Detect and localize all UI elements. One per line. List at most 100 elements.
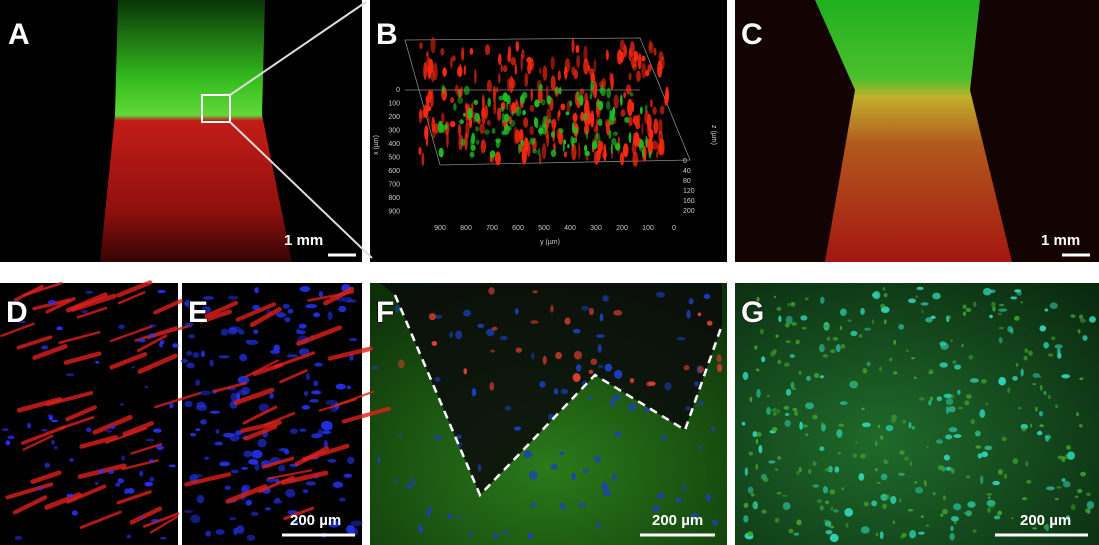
y-tick-label: 900 <box>434 225 446 232</box>
texture-blob <box>500 64 503 73</box>
texture-blob <box>829 533 839 543</box>
texture-blob <box>759 328 764 335</box>
texture-blob <box>542 115 549 120</box>
texture-blob <box>230 392 239 402</box>
texture-blob <box>1047 394 1051 400</box>
texture-blob <box>278 447 289 452</box>
texture-blob <box>901 532 907 537</box>
texture-blob <box>519 128 524 144</box>
z-tick-label: 40 <box>683 168 691 175</box>
texture-blob <box>863 501 869 507</box>
texture-blob <box>144 481 154 487</box>
texture-blob <box>465 102 468 110</box>
texture-blob <box>425 105 432 112</box>
texture-blob <box>350 520 363 527</box>
texture-blob <box>301 405 310 410</box>
texture-blob <box>347 456 355 465</box>
texture-blob <box>348 338 358 342</box>
z-tick-label: 200 <box>683 208 695 215</box>
texture-blob <box>785 340 791 344</box>
texture-blob <box>246 534 256 541</box>
texture-blob <box>457 515 461 520</box>
texture-blob <box>471 388 477 397</box>
texture-blob <box>253 329 259 334</box>
texture-blob <box>441 112 445 124</box>
texture-blob <box>989 314 993 319</box>
texture-blob <box>864 327 871 331</box>
texture-streak <box>213 381 247 393</box>
texture-blob <box>434 314 443 319</box>
texture-blob <box>761 509 767 514</box>
texture-blob <box>311 390 322 395</box>
texture-blob <box>620 109 626 117</box>
texture-blob <box>628 402 637 412</box>
texture-blob <box>909 461 913 466</box>
texture-blob <box>641 62 647 79</box>
texture-blob <box>537 88 543 104</box>
texture-blob <box>595 334 605 338</box>
texture-blob <box>305 481 316 486</box>
texture-blob <box>756 388 761 398</box>
texture-blob <box>950 339 953 342</box>
texture-blob <box>527 533 533 539</box>
texture-blob <box>484 44 491 56</box>
texture-blob <box>342 296 353 303</box>
texture-blob <box>397 359 405 369</box>
texture-blob <box>426 51 429 58</box>
texture-blob <box>582 468 590 474</box>
texture-blob <box>322 430 332 435</box>
texture-blob <box>576 55 581 69</box>
texture-streak <box>323 286 355 306</box>
texture-blob <box>782 502 791 511</box>
texture-blob <box>792 407 798 412</box>
texture-blob <box>515 40 520 52</box>
texture-blob <box>139 515 145 519</box>
texture-blob <box>1032 382 1036 386</box>
texture-blob <box>992 480 1001 486</box>
texture-blob <box>970 418 976 425</box>
texture-blob <box>657 60 663 78</box>
texture-blob <box>523 117 529 128</box>
texture-streak <box>58 330 101 345</box>
panel-label: B <box>376 18 398 51</box>
texture-blob <box>954 364 962 370</box>
texture-blob <box>188 334 195 339</box>
texture-blob <box>498 95 504 101</box>
texture-blob <box>551 118 557 129</box>
texture-blob <box>14 300 20 303</box>
labels: A B C D E F G 1 mm 1 mm 200 µm 200 µm 20… <box>5 17 1080 529</box>
texture-blob <box>69 458 74 462</box>
texture-blob <box>318 291 323 298</box>
texture-blob <box>1082 335 1088 341</box>
texture-blob <box>550 463 558 470</box>
texture-blob <box>522 109 526 116</box>
texture-blob <box>796 470 800 475</box>
texture-blob <box>893 339 897 345</box>
texture-blob <box>465 120 470 139</box>
texture-blob <box>529 501 537 508</box>
texture-blob <box>610 73 614 91</box>
texture-blob <box>502 92 508 102</box>
texture-blob <box>605 49 609 61</box>
texture-blob <box>963 512 968 515</box>
texture-blob <box>981 378 987 384</box>
texture-blob <box>477 463 482 472</box>
texture-blob <box>1018 407 1022 410</box>
texture-blob <box>619 94 623 107</box>
texture-blob <box>943 393 953 399</box>
texture-blob <box>592 80 598 99</box>
texture-blob <box>85 427 92 433</box>
texture-blob <box>939 362 948 368</box>
texture-blob <box>784 405 790 411</box>
texture-blob <box>492 85 496 103</box>
texture-blob <box>680 485 688 490</box>
texture-blob <box>1021 427 1027 432</box>
texture-blob <box>7 435 15 440</box>
texture-blob <box>567 144 570 149</box>
texture-blob <box>515 347 522 353</box>
texture-blob <box>1061 456 1066 463</box>
texture-blob <box>801 326 807 330</box>
texture-blob <box>697 312 702 317</box>
texture-streak <box>63 351 102 365</box>
texture-blob <box>105 429 113 433</box>
